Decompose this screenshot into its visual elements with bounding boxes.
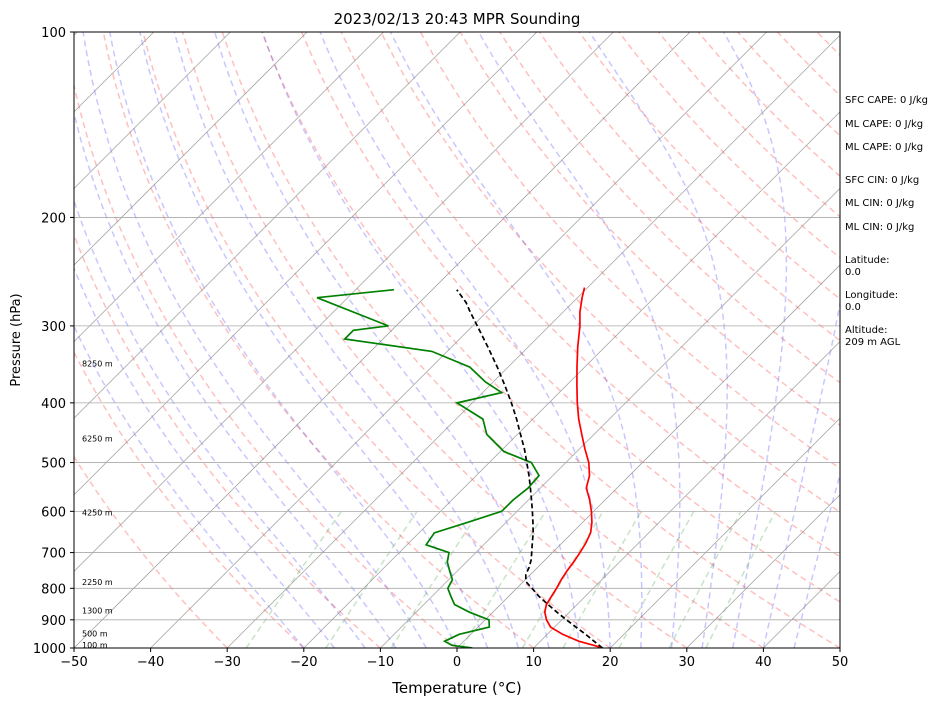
moist-adiabat-line (762, 299, 840, 648)
isotherm-line (533, 341, 840, 648)
dry-adiabat-line (74, 455, 228, 648)
dry-adiabat-line (102, 32, 535, 648)
x-tick-label: −30 (213, 655, 240, 670)
mixing-ratio-line (461, 510, 547, 648)
isotherm-line (74, 32, 538, 496)
y-tick-label: 600 (41, 505, 66, 520)
moist-adiabat-line (74, 109, 397, 648)
plot-frame (73, 31, 841, 649)
moist-adiabat-line (139, 32, 489, 648)
x-tick-label: −20 (290, 655, 317, 670)
dry-adiabat-line (142, 32, 611, 648)
height-label: 4250 m (82, 509, 113, 518)
height-label: 100 m (82, 641, 108, 650)
x-tick-label: 30 (679, 655, 696, 670)
y-tick-label: 100 (41, 26, 66, 41)
isotherm-line (74, 32, 461, 419)
height-label: 8250 m (82, 359, 113, 368)
moist-adiabat-line (74, 266, 335, 648)
y-tick-label: 800 (41, 582, 66, 597)
x-tick-label: 10 (525, 655, 542, 670)
chart-title: 2023/02/13 20:43 MPR Sounding (334, 10, 581, 28)
dry-adiabat-line (74, 350, 305, 648)
x-tick-label: −50 (60, 655, 87, 670)
longitude-label: Longitude: 0.0 (845, 290, 899, 313)
y-tick-label: 500 (41, 457, 66, 472)
isotherm-line (74, 32, 231, 189)
mixing-ratio-line (245, 510, 343, 648)
x-tick-label: 0 (453, 655, 461, 670)
y-axis-label: Pressure (hPa) (9, 293, 24, 386)
dry-adiabat-line (300, 32, 840, 603)
moist-adiabat-line (319, 32, 611, 648)
moist-adiabat-line (261, 32, 581, 648)
mixing-ratio-line (521, 510, 604, 648)
moist-adiabat-line (213, 32, 550, 648)
ml-cin-label: ML CIN: 0 J/kg (845, 198, 915, 209)
y-tick-label: 1000 (33, 642, 66, 657)
y-tick-label: 700 (41, 547, 66, 562)
y-tick-label: 400 (41, 397, 66, 412)
isotherm-line (0, 32, 1, 648)
moist-adiabat-line (793, 472, 840, 648)
isotherm-line (609, 417, 840, 648)
moist-adiabat-line (477, 32, 681, 648)
isotherm-line (74, 32, 691, 648)
mixing-ratio-line (668, 510, 742, 648)
dry-adiabat-line (74, 82, 458, 648)
height-label: 6250 m (82, 435, 113, 444)
temperature-line (543, 287, 603, 648)
dry-adiabat-line (578, 32, 840, 300)
isotherm-line (226, 34, 840, 648)
parcel-profile-line (456, 289, 604, 648)
moist-adiabat-line (722, 32, 788, 648)
dry-adiabat-line (538, 32, 840, 342)
ml-cape-label-2: ML CAPE: 0 J/kg (845, 142, 924, 153)
y-tick-label: 200 (41, 211, 66, 226)
plot-area: 100 m 500 m 1300 m 2250 m 4250 m 6250 m 8250 m (0, 32, 840, 650)
height-label: 2250 m (82, 578, 113, 587)
x-tick-label: 20 (602, 655, 619, 670)
ml-cape-label: ML CAPE: 0 J/kg (845, 119, 924, 130)
isotherm-line (74, 32, 384, 343)
x-tick-label: 40 (755, 655, 772, 670)
isotherm-line (74, 32, 614, 572)
x-tick-label: −10 (367, 655, 394, 670)
moist-adiabat-line (588, 32, 728, 648)
isotherm-line (303, 111, 840, 648)
moist-adiabat-line (109, 32, 458, 648)
dry-adiabat-line (74, 233, 381, 648)
dewpoint-line (316, 288, 541, 648)
isotherm-line (456, 264, 840, 648)
mixing-ratio-line (562, 510, 642, 648)
y-tick-label: 300 (41, 320, 66, 335)
x-tick-label: 50 (832, 655, 849, 670)
height-label: 500 m (82, 630, 108, 639)
latitude-label: Latitude: 0.0 (845, 255, 890, 278)
height-label: 1300 m (82, 606, 113, 615)
altitude-label: Altitude: 209 m AGL (845, 325, 901, 348)
moist-adiabat-line (74, 198, 366, 648)
isotherm-line (150, 32, 767, 648)
x-axis-label: Temperature (°C) (391, 679, 521, 697)
ml-cin-label-2: ML CIN: 0 J/kg (845, 222, 915, 233)
moist-adiabat-line (389, 32, 643, 648)
mixing-ratio-line (705, 510, 777, 648)
dry-adiabat-line (261, 32, 840, 648)
sfc-cin-label: SFC CIN: 0 J/kg (845, 175, 920, 186)
isotherm-line (74, 32, 308, 266)
isotherm-line (686, 494, 840, 648)
sfc-cape-label: SFC CAPE: 0 J/kg (845, 95, 928, 106)
dry-adiabat-line (221, 32, 764, 648)
x-tick-label: −40 (137, 655, 164, 670)
y-tick-label: 900 (41, 614, 66, 629)
moist-adiabat-line (173, 32, 520, 648)
dry-adiabat-line (181, 32, 688, 648)
moist-adiabat-line (82, 32, 428, 648)
isotherm-line (380, 187, 840, 648)
